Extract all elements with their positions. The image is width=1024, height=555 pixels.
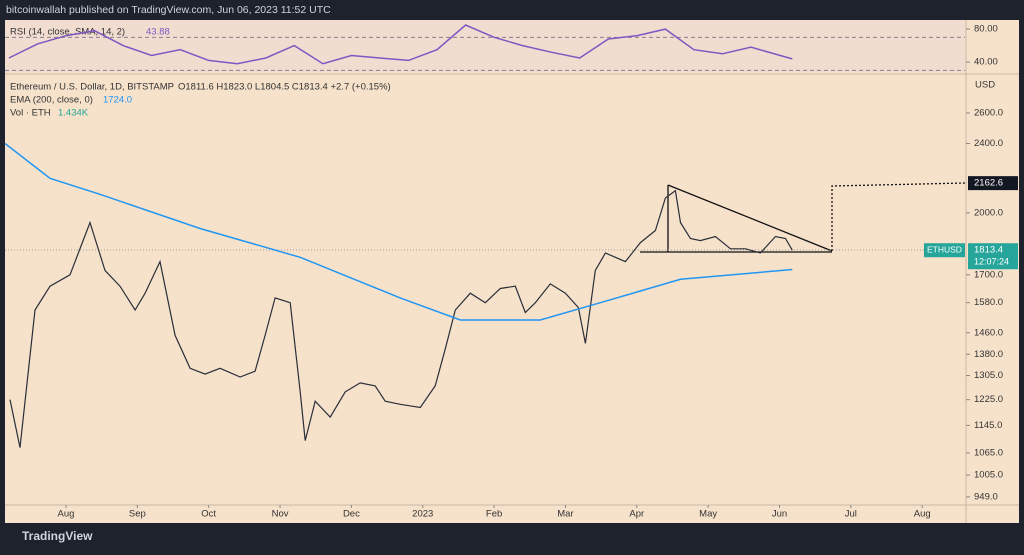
x-tick-label: Aug	[58, 509, 75, 520]
x-tick-label: Sep	[129, 509, 146, 520]
x-tick-label: Nov	[272, 509, 289, 520]
axis-unit: USD	[975, 80, 995, 91]
x-tick-label: Aug	[914, 509, 931, 520]
y-tick-label: 1700.0	[974, 269, 1003, 280]
series-line	[4, 142, 793, 321]
y-tick-label: 1065.0	[974, 447, 1003, 458]
ema-value: 1724.0	[103, 95, 132, 106]
volume-legend: Vol · ETH	[10, 108, 51, 119]
chart-background	[5, 20, 1019, 523]
y-tick-label: 949.0	[974, 491, 998, 502]
symbol-label: ETHUSD	[927, 244, 962, 254]
x-tick-label: May	[699, 509, 717, 520]
brand: TradingView	[22, 529, 93, 543]
target-tag	[968, 176, 1018, 191]
rsi-pane	[5, 20, 965, 72]
y-tick-label: 80.00	[974, 24, 998, 35]
ema-legend: EMA (200, close, 0)	[10, 95, 93, 106]
y-tick-label: 1380.0	[974, 349, 1003, 360]
y-tick-label: 2600.0	[974, 107, 1003, 118]
ohlc: O1811.6 H1823.0 L1804.5 C1813.4 +2.7 (+0…	[178, 82, 391, 93]
target-label: 2162.6	[974, 178, 1003, 189]
last-price-tag	[968, 243, 1018, 270]
rsi-title: RSI (14, close, SMA, 14, 2)	[10, 27, 125, 38]
y-tick-label: 2400.0	[974, 138, 1003, 149]
symbol-tag	[924, 243, 965, 258]
last-price-label: 1813.4	[974, 245, 1003, 256]
y-tick-label: 1460.0	[974, 327, 1003, 338]
series-line	[9, 189, 793, 448]
x-tick-label: Dec	[343, 509, 360, 520]
x-tick-label: Oct	[201, 509, 216, 520]
x-tick-label: Mar	[557, 509, 573, 520]
rsi-value: 43.88	[146, 27, 170, 38]
countdown: 12:07:24	[974, 257, 1009, 267]
publish-info: bitcoinwallah published on TradingView.c…	[6, 4, 331, 16]
x-tick-label: Feb	[486, 509, 502, 520]
y-tick-label: 1225.0	[974, 394, 1003, 405]
y-tick-label: 40.00	[974, 57, 998, 68]
x-tick-label: Jul	[845, 509, 857, 520]
x-tick-label: Jun	[772, 509, 787, 520]
y-tick-label: 2000.0	[974, 207, 1003, 218]
y-tick-label: 1580.0	[974, 297, 1003, 308]
symbol-title: Ethereum / U.S. Dollar, 1D, BITSTAMP	[10, 82, 174, 93]
y-tick-label: 1005.0	[974, 470, 1003, 481]
x-tick-label: 2023	[412, 509, 433, 520]
volume-value: 1.434K	[58, 108, 89, 119]
y-tick-label: 1145.0	[974, 420, 1002, 431]
series-line	[8, 24, 793, 65]
y-tick-label: 1305.0	[974, 370, 1003, 381]
x-tick-label: Apr	[629, 509, 644, 520]
